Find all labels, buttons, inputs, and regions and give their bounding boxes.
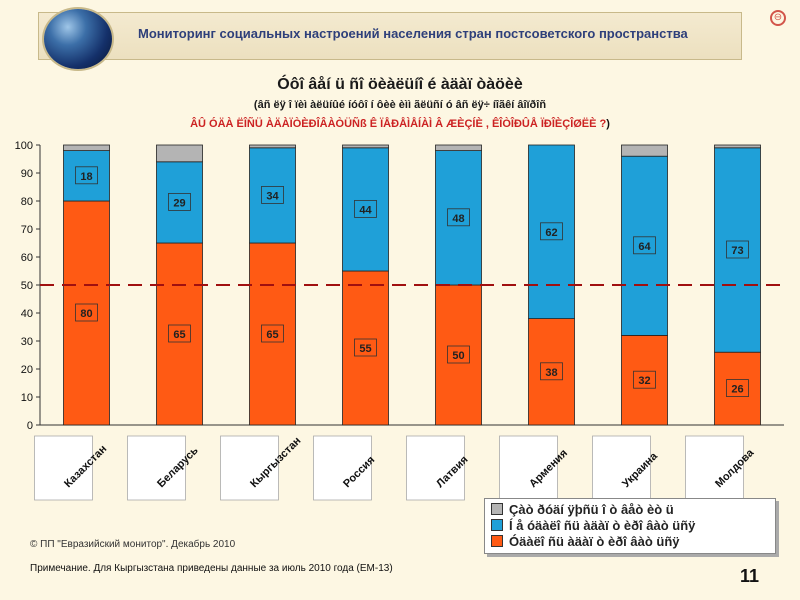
bar-segment xyxy=(342,270,389,426)
bar-segment xyxy=(156,144,203,163)
y-tick-label: 100 xyxy=(15,140,33,152)
y-tick-label: 20 xyxy=(21,364,33,376)
data-label: 55 xyxy=(359,343,371,355)
data-label: 29 xyxy=(173,197,185,209)
chart-title: Óôî âåí ü ñî öèàëüíî é àäàï òàöèè xyxy=(277,76,523,93)
data-label-box xyxy=(261,185,284,204)
data-label: 38 xyxy=(545,367,557,379)
y-tick-label: 90 xyxy=(21,168,33,180)
legend-swatch-gray xyxy=(491,503,503,515)
legend-item-orange: Óäàëî ñü àäàï ò èðî âàò üñÿ xyxy=(491,534,680,550)
footnote: Примечание. Для Кыргызстана приведены да… xyxy=(30,563,393,574)
y-tick-label: 10 xyxy=(21,392,33,404)
data-label: 65 xyxy=(173,329,185,341)
bar-segment xyxy=(249,144,296,149)
data-label: 34 xyxy=(266,190,279,202)
data-label: 62 xyxy=(545,227,557,239)
category-label-box xyxy=(313,435,372,501)
data-label-box xyxy=(540,222,563,241)
legend-item-gray: Çàò ðóäí ÿþñü î ò âåò èò ü xyxy=(491,502,674,518)
header-bar xyxy=(38,12,742,60)
data-label-box xyxy=(75,166,98,185)
chart-question-text: ÂÛ ÓÄÀ ËÎÑÜ ÀÄÀÏÒÈÐÎÂÀÒÜÑß Ê ÏÅÐÅÌÅÍÀÌ Â… xyxy=(190,118,607,130)
data-label-box xyxy=(633,236,656,255)
category-label-box xyxy=(127,435,186,501)
bar-segment xyxy=(621,144,668,157)
data-label: 65 xyxy=(266,329,278,341)
chart-subtitle: (âñ ëÿ î ïèì àëüíûé íóôî í ôèè èìì ãëüñí… xyxy=(253,99,547,111)
data-label-box xyxy=(447,345,470,364)
data-label: 18 xyxy=(80,171,92,183)
data-label: 73 xyxy=(731,245,743,257)
bar-segment xyxy=(435,144,482,151)
legend-label-blue: Í å óäàëî ñü àäàï ò èðî âàò üñÿ xyxy=(509,518,696,533)
category-label-box xyxy=(34,435,93,501)
bar-segment xyxy=(714,144,761,149)
legend-item-blue: Í å óäàëî ñü àäàï ò èðî âàò üñÿ xyxy=(491,518,695,534)
data-label-box xyxy=(633,370,656,389)
y-tick-label: 80 xyxy=(21,196,33,208)
data-label: 80 xyxy=(80,308,92,320)
legend-swatch-blue xyxy=(491,519,503,531)
bar-segment xyxy=(342,144,389,149)
data-label: 64 xyxy=(638,241,651,253)
data-label: 32 xyxy=(638,375,650,387)
y-tick-label: 40 xyxy=(21,308,33,320)
sync-icon[interactable]: ⊖ xyxy=(770,10,786,26)
chart-question: ÂÛ ÓÄÀ ËÎÑÜ ÀÄÀÏÒÈÐÎÂÀÒÜÑß Ê ÏÅÐÅÌÅÍÀÌ Â… xyxy=(0,118,800,130)
category-label-box xyxy=(499,435,558,501)
legend: Çàò ðóäí ÿþñü î ò âåò èò ü Í å óäàëî ñü … xyxy=(484,498,776,554)
chart-question-paren: ) xyxy=(606,118,610,130)
page-title: Мониторинг социальных настроений населен… xyxy=(138,26,688,41)
data-label-box xyxy=(168,324,191,343)
y-tick-label: 60 xyxy=(21,252,33,264)
data-label: 50 xyxy=(452,350,464,362)
y-tick-label: 0 xyxy=(27,420,33,432)
y-tick-label: 50 xyxy=(21,280,33,292)
bar-segment xyxy=(714,351,761,426)
category-label-box xyxy=(592,435,651,501)
data-label-box xyxy=(726,379,749,398)
legend-swatch-orange xyxy=(491,535,503,547)
category-label-box xyxy=(406,435,465,501)
data-label-box xyxy=(447,208,470,227)
data-label-box xyxy=(354,338,377,357)
data-label-box xyxy=(75,303,98,322)
category-label-box xyxy=(685,435,744,501)
data-label-box xyxy=(540,362,563,381)
data-label-box xyxy=(261,324,284,343)
copyright: © ПП "Евразийский монитор". Декабрь 2010 xyxy=(30,539,236,550)
data-label: 26 xyxy=(731,384,743,396)
data-label: 44 xyxy=(359,204,372,216)
globe-icon xyxy=(44,9,112,69)
category-label-box xyxy=(220,435,279,501)
page-number: 11 xyxy=(740,566,760,586)
legend-label-gray: Çàò ðóäí ÿþñü î ò âåò èò ü xyxy=(509,502,674,517)
data-label: 48 xyxy=(452,213,464,225)
bar-segment xyxy=(63,144,110,151)
data-label-box xyxy=(354,199,377,218)
y-tick-label: 70 xyxy=(21,224,33,236)
data-label-box xyxy=(726,240,749,259)
data-label-box xyxy=(168,192,191,211)
y-tick-label: 30 xyxy=(21,336,33,348)
legend-label-orange: Óäàëî ñü àäàï ò èðî âàò üñÿ xyxy=(509,534,680,549)
